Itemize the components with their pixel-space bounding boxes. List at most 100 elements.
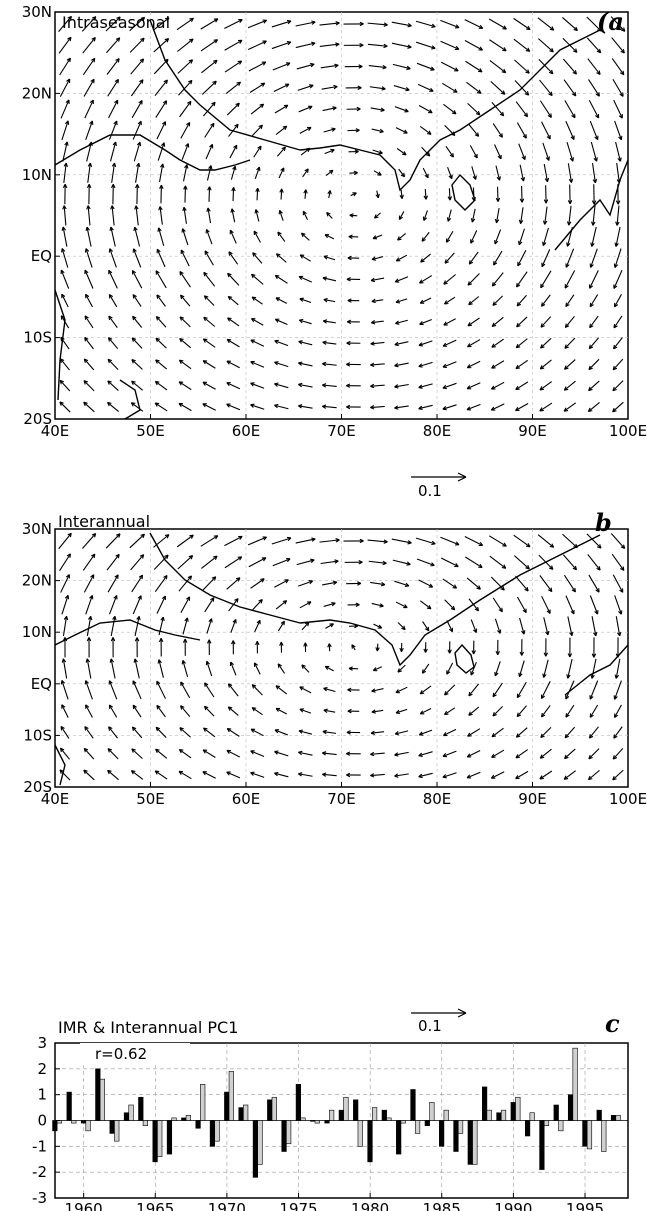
- y-tick-label: 10N: [22, 623, 52, 641]
- bar-pc1: [558, 1120, 564, 1132]
- bar-pc1: [128, 1104, 134, 1121]
- bar-pc1: [529, 1112, 535, 1121]
- bar-pc1: [500, 1109, 507, 1121]
- panel-title: Interannual: [58, 512, 150, 531]
- bar-pc1: [371, 1107, 378, 1121]
- bar-imr: [138, 1096, 144, 1121]
- wind-vectors: [58, 532, 626, 781]
- bar-imr: [424, 1120, 430, 1126]
- x-tick-label: 1960: [65, 1200, 103, 1211]
- bar-pc1: [443, 1109, 449, 1121]
- bar-imr: [596, 1109, 602, 1121]
- bar-imr: [567, 1094, 574, 1121]
- bar-imr: [209, 1120, 216, 1147]
- bar-imr: [553, 1104, 559, 1121]
- y-tick-label: EQ: [31, 247, 52, 265]
- x-tick-label: 80E: [423, 790, 452, 808]
- x-tick-label: 1965: [136, 1200, 174, 1211]
- bar-imr: [109, 1120, 115, 1134]
- y-tick-label: 30N: [22, 520, 52, 538]
- x-tick-label: 70E: [327, 790, 356, 808]
- bar-pc1: [257, 1120, 263, 1165]
- bar-pc1: [85, 1120, 91, 1132]
- bar-pc1: [329, 1109, 335, 1121]
- x-tick-label: 70E: [327, 422, 356, 440]
- x-tick-label: 100E: [609, 790, 647, 808]
- bar-imr: [252, 1120, 258, 1178]
- bar-imr: [123, 1112, 130, 1121]
- panel-a-intraseasonal: 30N 20N 10N EQ 10S 20S 40E 50E 60E 70E 80E 90E 100E…: [22, 3, 647, 500]
- bar-imr: [610, 1115, 617, 1121]
- bar-pc1: [214, 1120, 220, 1142]
- y-tick-label: 10S: [23, 329, 52, 347]
- y-tick-label: 30N: [22, 3, 52, 21]
- bar-imr: [439, 1120, 445, 1147]
- panel-letter: b: [595, 508, 612, 537]
- x-tick-labels: 1960 1965 1970 1975 1980 1985 1990 1995: [65, 1200, 605, 1211]
- grid-lines: [55, 529, 628, 787]
- x-tick-label: 80E: [423, 422, 452, 440]
- bar-pc1: [386, 1117, 392, 1121]
- bar-imr: [52, 1120, 58, 1132]
- y-tick-label: 3: [37, 1034, 47, 1052]
- bar-imr: [510, 1102, 516, 1121]
- x-tick-label: 1975: [279, 1200, 317, 1211]
- y-tick-labels: 30N 20N 10N EQ 10S 20S: [22, 3, 52, 428]
- bars: [52, 1047, 621, 1178]
- x-tick-label: 40E: [41, 790, 70, 808]
- panel-b-labels: Interannual b: [58, 508, 612, 537]
- x-tick-label: 50E: [136, 422, 165, 440]
- bar-imr: [396, 1120, 402, 1155]
- wind-vectors: [58, 15, 626, 413]
- reference-vector-label: 0.1: [418, 482, 442, 500]
- bar-pc1: [572, 1047, 578, 1121]
- y-tick-label: 20S: [23, 778, 52, 796]
- x-tick-label: 1990: [494, 1200, 532, 1211]
- bar-imr: [181, 1117, 187, 1121]
- x-tick-label: 1995: [566, 1200, 604, 1211]
- bar-imr: [338, 1109, 344, 1121]
- reference-vector-label: 0.1: [418, 1017, 442, 1035]
- y-tick-label: 20S: [23, 410, 52, 428]
- x-tick-label: 40E: [41, 422, 70, 440]
- bar-pc1: [615, 1115, 621, 1121]
- panel-b-reference: 0.1: [411, 1008, 467, 1035]
- bar-pc1: [429, 1102, 435, 1121]
- bar-imr: [324, 1120, 330, 1124]
- bar-imr: [381, 1109, 387, 1121]
- x-tick-label: 90E: [518, 422, 547, 440]
- bar-pc1: [357, 1120, 363, 1147]
- bar-pc1: [472, 1120, 478, 1165]
- bar-imr: [539, 1120, 545, 1170]
- x-tick-label: 1980: [351, 1200, 389, 1211]
- x-tick-label: 1985: [423, 1200, 461, 1211]
- bar-pc1: [271, 1096, 277, 1121]
- bar-pc1: [400, 1120, 406, 1124]
- coastline: [54, 19, 629, 420]
- bar-imr: [66, 1091, 72, 1121]
- bar-pc1: [543, 1120, 550, 1126]
- panel-b-map: 30N 20N 10N EQ 10S 20S 40E 50E 60E 70E 80E 90E 100E: [22, 520, 647, 808]
- reference-vector: 0.1: [411, 1008, 467, 1035]
- bar-pc1: [200, 1084, 206, 1121]
- bar-imr: [410, 1089, 416, 1121]
- bar-pc1: [228, 1071, 234, 1121]
- y-tick-label: -2: [32, 1163, 47, 1181]
- bar-pc1: [286, 1120, 292, 1145]
- bar-pc1: [486, 1109, 492, 1121]
- panel-letter: c: [605, 1009, 620, 1038]
- y-tick-label: 20N: [22, 84, 52, 102]
- correlation-annotation: r=0.62: [95, 1045, 147, 1063]
- y-tick-label: -1: [32, 1137, 47, 1155]
- bar-pc1: [171, 1117, 177, 1121]
- y-tick-labels: 30N 20N 10N EQ 10S 20S: [22, 520, 52, 796]
- bar-pc1: [243, 1104, 249, 1121]
- x-tick-label: 50E: [136, 790, 165, 808]
- annotation-box: [80, 1043, 190, 1065]
- y-tick-label: 10N: [22, 166, 52, 184]
- panel-letter: (a: [597, 7, 624, 36]
- bar-imr: [166, 1120, 173, 1155]
- panel-c-bar-chart: IMR & Interannual PC1 c r=0.62 3 2 1 0 -1 -2 -…: [32, 1009, 629, 1211]
- x-tick-label: 60E: [232, 790, 261, 808]
- bar-pc1: [601, 1120, 607, 1152]
